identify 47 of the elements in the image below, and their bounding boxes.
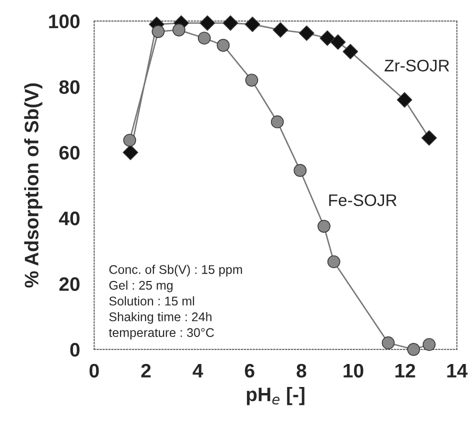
point [318,220,330,233]
point [382,336,395,350]
point [422,338,436,351]
x-tick-label: 4 [192,364,204,378]
point [330,34,346,50]
x-tick-label: 10 [344,364,364,378]
x-tick-label: 8 [296,364,306,378]
point [270,115,284,128]
annotation: temperature : 30°C [108,328,214,340]
point [407,342,420,356]
annotation: Zr-SOJR [384,60,450,72]
point [327,255,340,268]
annotation: Conc. of Sb(V) : 15 ppm [109,264,242,276]
y-tick-label: 80 [59,80,80,94]
point [222,15,238,31]
point [294,164,307,177]
y-tick-label: 40 [58,212,80,226]
point [342,44,358,60]
point [198,32,211,45]
point [244,16,260,32]
annotation: Gel : 25 mg [109,280,173,292]
point [200,15,216,31]
x-tick-label: 0 [90,364,99,378]
y-tick-label: 60 [59,146,80,160]
annotation: Fe-SOJR [329,194,397,206]
point [216,38,230,52]
y-tick-label: 20 [59,277,80,291]
point [298,25,314,41]
point [245,74,258,87]
y-tick-label: 100 [49,14,80,28]
y-axis-title: % Adsorption of Sb(V) [24,83,42,288]
point [320,30,336,46]
point [421,130,437,146]
point [396,92,412,108]
point [272,22,288,38]
x-axis-title: pH$_{e}$ [-] [246,387,304,406]
y-tick-label: 0 [70,342,80,357]
annotation: Solution : 15 ml [109,296,194,306]
point [122,144,138,160]
point [123,134,136,147]
x-tick-label: 6 [244,364,254,378]
x-tick-label: 2 [141,364,151,378]
point [172,23,186,36]
annotation: Shaking time : 24h [109,312,212,324]
x-tick-label: 12 [395,364,416,378]
x-tick-label: 14 [447,364,468,378]
point [152,25,165,38]
